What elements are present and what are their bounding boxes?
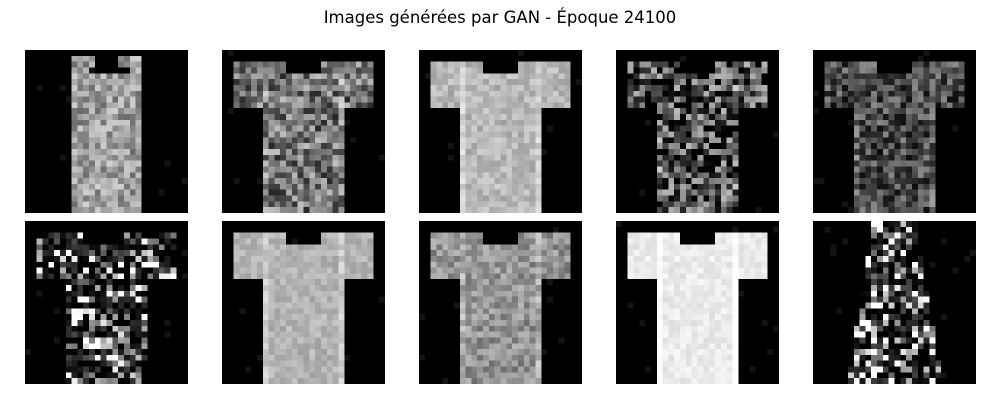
generated-image-r2c2: [222, 221, 385, 384]
generated-image-r2c1: [25, 221, 188, 384]
generated-image-r2c3: [419, 221, 582, 384]
generated-image-r1c2: [222, 50, 385, 213]
generated-image-r1c3: [419, 50, 582, 213]
generated-image-r2c4: [616, 221, 779, 384]
generated-image-r1c5: [813, 50, 976, 213]
generated-image-r2c5: [813, 221, 976, 384]
figure-title: Images générées par GAN - Époque 24100: [323, 8, 677, 27]
generated-image-r1c4: [616, 50, 779, 213]
generated-image-r1c1: [25, 50, 188, 213]
